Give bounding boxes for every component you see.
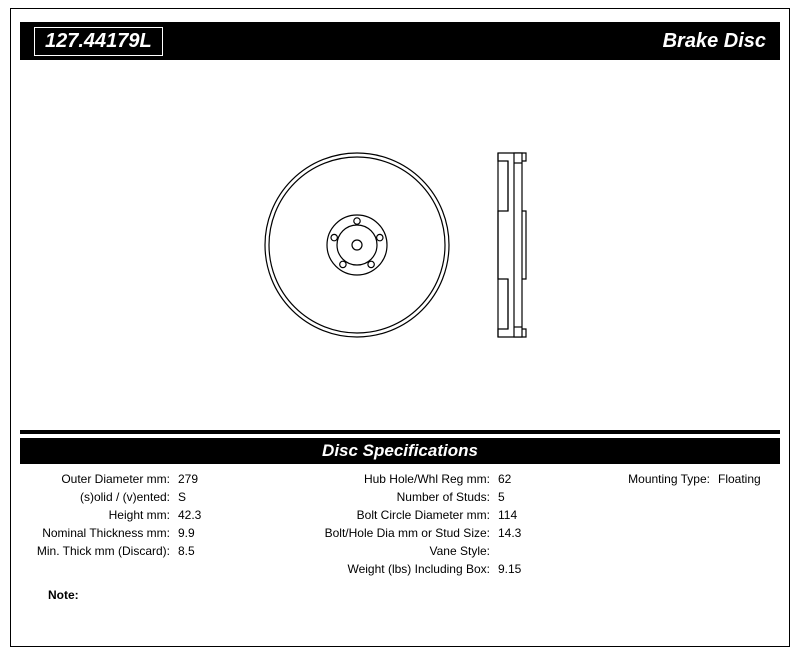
spec-value: 279 <box>170 472 198 486</box>
spec-title-bar: Disc Specifications <box>20 438 780 464</box>
spec-value: 5 <box>490 490 505 504</box>
spec-value: 9.9 <box>170 526 195 540</box>
spec-value: 62 <box>490 472 511 486</box>
spec-label: Min. Thick mm (Discard): <box>20 544 170 558</box>
spec-column-3: Mounting Type:Floating <box>590 472 780 576</box>
spec-value: S <box>170 490 186 504</box>
header-bar: 127.44179L Brake Disc <box>20 22 780 60</box>
part-number: 127.44179L <box>34 27 163 56</box>
spec-label: Bolt/Hole Dia mm or Stud Size: <box>290 526 490 540</box>
specs-table: Outer Diameter mm:279 (s)olid / (v)ented… <box>20 472 780 576</box>
spec-value: 14.3 <box>490 526 521 540</box>
spec-label: Nominal Thickness mm: <box>20 526 170 540</box>
spec-label: Vane Style: <box>290 544 490 558</box>
spec-value: 8.5 <box>170 544 195 558</box>
spec-value: 42.3 <box>170 508 201 522</box>
spec-label: Hub Hole/Whl Reg mm: <box>290 472 490 486</box>
spec-value: 114 <box>490 508 517 522</box>
spec-label: Height mm: <box>20 508 170 522</box>
spec-value: 9.15 <box>490 562 521 576</box>
spec-column-2: Hub Hole/Whl Reg mm:62 Number of Studs:5… <box>290 472 590 576</box>
spec-title: Disc Specifications <box>322 441 478 460</box>
spec-value <box>490 544 498 558</box>
spec-value: Floating <box>710 472 761 486</box>
rotor-side-view <box>492 150 538 340</box>
spec-label: Weight (lbs) Including Box: <box>290 562 490 576</box>
spec-label: (s)olid / (v)ented: <box>20 490 170 504</box>
spec-column-1: Outer Diameter mm:279 (s)olid / (v)ented… <box>20 472 290 576</box>
note-label: Note: <box>48 588 79 602</box>
spec-label: Bolt Circle Diameter mm: <box>290 508 490 522</box>
product-title: Brake Disc <box>663 30 766 53</box>
spec-label: Outer Diameter mm: <box>20 472 170 486</box>
rotor-front-view <box>262 150 452 340</box>
spec-label: Mounting Type: <box>590 472 710 486</box>
diagram-area <box>20 100 780 390</box>
spec-label: Number of Studs: <box>290 490 490 504</box>
